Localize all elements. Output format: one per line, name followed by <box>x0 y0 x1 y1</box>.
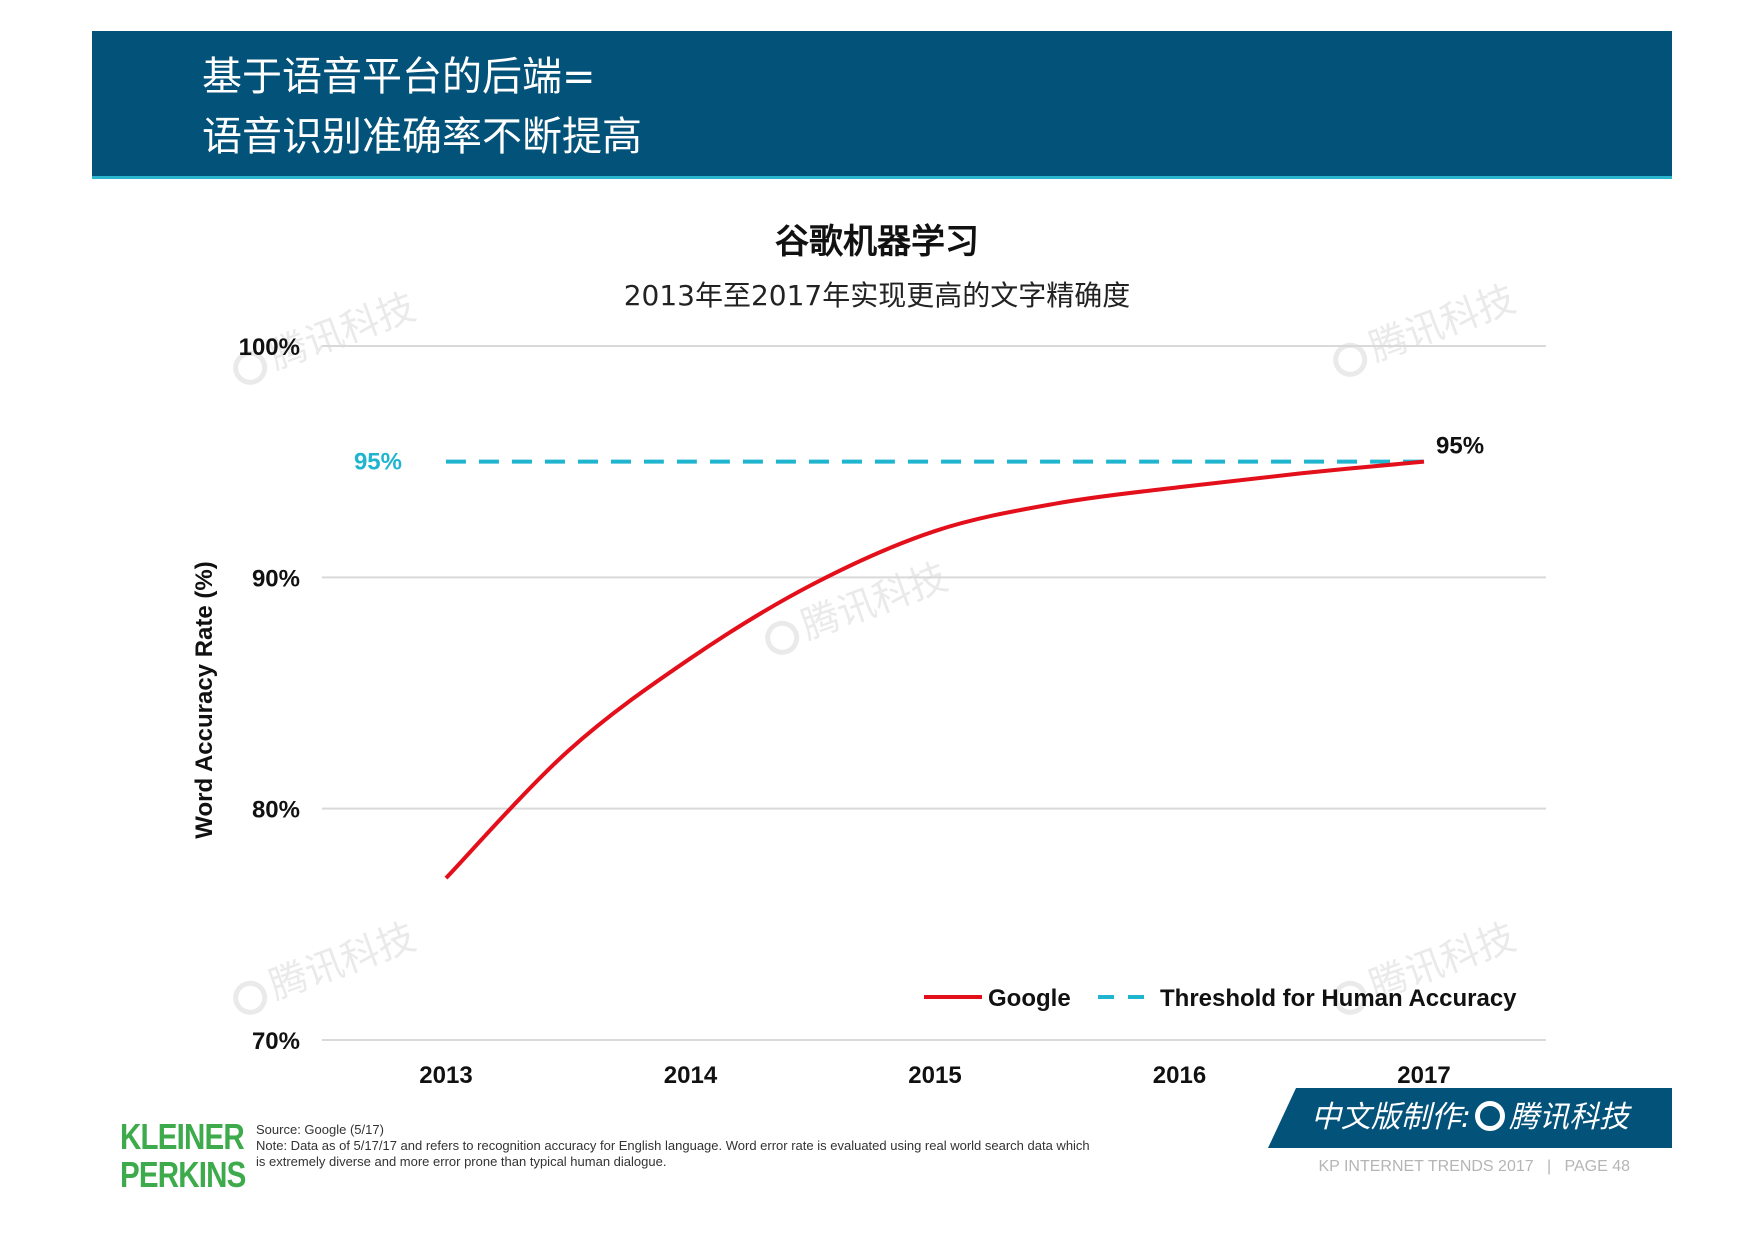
chart-title: 谷歌机器学习 <box>775 222 979 262</box>
google-line <box>444 459 1425 880</box>
kleiner-perkins-logo: KLEINER PERKINS <box>120 1116 246 1195</box>
source-note: Source: Google (5/17) Note: Data as of 5… <box>256 1122 1246 1170</box>
footer-page-info: KP INTERNET TRENDS 2017 | PAGE 48 <box>1290 1158 1630 1176</box>
header-title-line-1: 基于语音平台的后端= <box>202 54 596 100</box>
tencent-logo-icon <box>1475 1101 1506 1131</box>
logo-line-2: PERKINS <box>120 1154 246 1195</box>
footer-separator: | <box>1546 1158 1552 1175</box>
badge-prefix: 中文版制作: <box>1310 1100 1472 1135</box>
series-lines <box>444 459 1425 880</box>
y-tick-label: 100% <box>239 334 300 361</box>
y-axis-ticks: 70% 80% 90% 100% <box>239 334 300 1055</box>
annotations: 95% 95% <box>354 433 1484 476</box>
x-tick-label: 2016 <box>1153 1062 1206 1089</box>
y-tick-label: 90% <box>252 565 300 592</box>
chinese-edition-badge: 中文版制作: 腾讯科技 <box>1268 1088 1672 1148</box>
x-tick-label: 2015 <box>908 1062 961 1089</box>
x-tick-label: 2014 <box>664 1062 718 1089</box>
x-tick-label: 2017 <box>1397 1062 1450 1089</box>
badge-brand: 腾讯科技 <box>1509 1100 1630 1135</box>
data-label: 95% <box>1436 433 1484 460</box>
legend-label-threshold: Threshold for Human Accuracy <box>1160 985 1517 1012</box>
legend-label-google: Google <box>988 985 1071 1012</box>
footer-trends: KP INTERNET TRENDS 2017 <box>1318 1158 1534 1175</box>
header-banner: 基于语音平台的后端= 语音识别准确率不断提高 <box>92 31 1672 179</box>
note-text-line-2: is extremely diverse and more error pron… <box>256 1154 667 1169</box>
y-tick-label: 70% <box>252 1028 300 1055</box>
chart-subtitle: 2013年至2017年实现更高的文字精确度 <box>623 279 1131 312</box>
x-tick-label: 2013 <box>419 1062 472 1089</box>
source-text: Source: Google (5/17) <box>256 1122 384 1137</box>
logo-line-1: KLEINER <box>120 1116 245 1157</box>
y-tick-label: 80% <box>252 797 300 824</box>
x-axis-ticks: 2013 2014 2015 2016 2017 <box>419 1062 1450 1089</box>
page-number: PAGE 48 <box>1564 1158 1630 1175</box>
y-axis-label: Word Accuracy Rate (%) <box>191 561 218 838</box>
gridlines <box>322 345 1546 1041</box>
data-label: 95% <box>354 449 402 476</box>
legend: Google Threshold for Human Accuracy <box>924 985 1517 1012</box>
header-title-line-2: 语音识别准确率不断提高 <box>202 114 642 160</box>
note-text-line-1: Note: Data as of 5/17/17 and refers to r… <box>256 1138 1090 1153</box>
